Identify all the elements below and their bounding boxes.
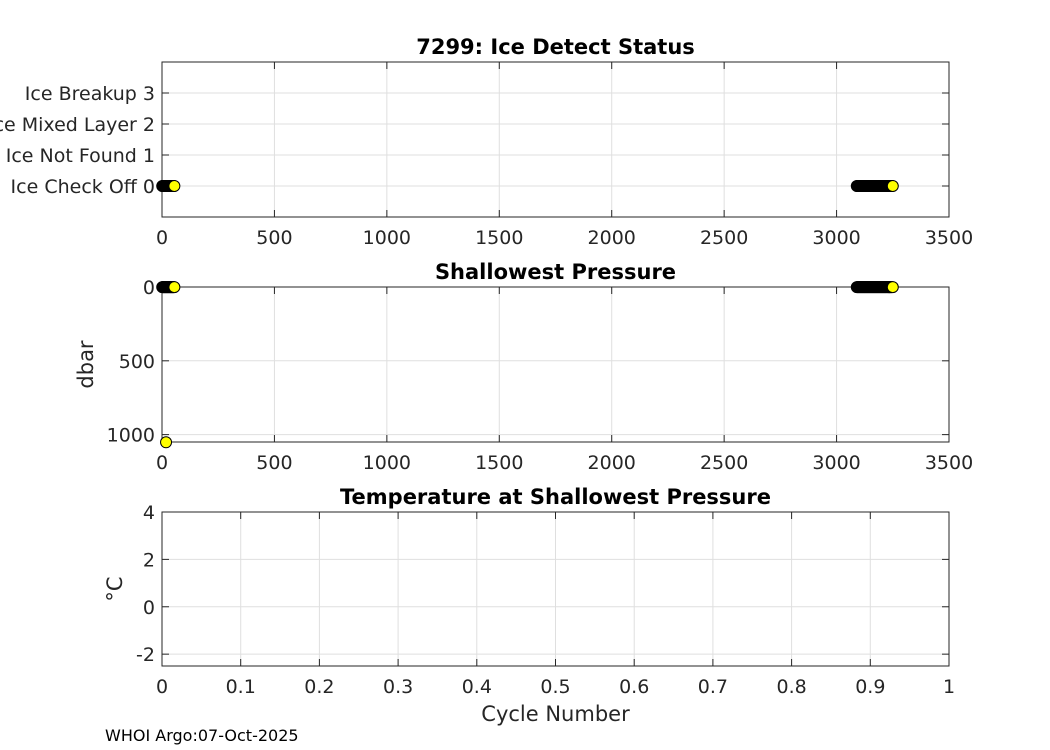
plot-area: [162, 287, 949, 442]
x-tick-label: 3000: [812, 452, 860, 474]
latest-data-point: [886, 281, 899, 294]
x-tick-label: 1000: [363, 452, 411, 474]
latest-data-point: [168, 281, 181, 294]
x-tick-label: 1: [943, 676, 955, 698]
x-tick-label: 3500: [925, 227, 973, 249]
y-tick-label: Ice Mixed Layer 2: [0, 114, 155, 136]
x-tick-label: 0: [156, 227, 168, 249]
chart-title: Temperature at Shallowest Pressure: [340, 485, 771, 509]
y-tick-label: 2: [143, 549, 155, 571]
x-tick-label: 2000: [588, 452, 636, 474]
footer-text: WHOI Argo:07-Oct-2025: [105, 726, 299, 745]
y-axis-label: dbar: [74, 340, 98, 389]
y-axis-label: °C: [103, 576, 127, 601]
x-tick-label: 2500: [700, 452, 748, 474]
latest-data-point: [160, 436, 173, 449]
x-tick-label: 0: [156, 676, 168, 698]
x-tick-label: 0.5: [540, 676, 570, 698]
x-tick-label: 1000: [363, 227, 411, 249]
y-tick-label: 1000: [107, 425, 155, 447]
x-tick-label: 0.8: [776, 676, 806, 698]
chart-title: 7299: Ice Detect Status: [416, 35, 695, 59]
x-tick-label: 0.2: [304, 676, 334, 698]
axes-frame: [161, 61, 950, 218]
x-tick-label: 0.6: [619, 676, 649, 698]
x-tick-label: 1500: [475, 227, 523, 249]
latest-data-point: [168, 180, 181, 192]
x-tick-label: 2500: [700, 227, 748, 249]
axes-frame: [161, 286, 950, 443]
x-tick-label: 500: [256, 227, 292, 249]
x-tick-label: 2000: [588, 227, 636, 249]
x-tick-label: 0.3: [383, 676, 413, 698]
y-tick-label: -2: [136, 644, 155, 666]
y-tick-label: 0: [143, 597, 155, 619]
y-tick-label: 4: [143, 502, 155, 524]
y-tick-label: 500: [119, 351, 155, 373]
y-tick-label: Ice Breakup 3: [25, 83, 155, 105]
x-tick-label: 0.4: [462, 676, 492, 698]
temperature-chart: 0 0.1 0.2 0.3 0.4 0.5 0.6 0.7 0.8 0.9 1-2024Temper…: [103, 485, 955, 726]
plot-area: [162, 62, 949, 217]
x-tick-label: 0.7: [698, 676, 728, 698]
x-tick-label: 0.1: [226, 676, 256, 698]
x-tick-label: 1500: [475, 452, 523, 474]
y-tick-label: Ice Not Found 1: [6, 145, 155, 167]
y-tick-label: Ice Check Off 0: [11, 176, 155, 198]
x-axis-label: Cycle Number: [481, 702, 630, 726]
x-tick-label: 0.9: [855, 676, 885, 698]
shallowest-pressure-chart: 0 500 1000 1500 2000 2500 3000 3500 0 500 1000 Shal…: [74, 260, 973, 474]
latest-data-point: [886, 180, 899, 192]
x-tick-label: 500: [256, 452, 292, 474]
x-tick-label: 0: [156, 452, 168, 474]
ice-detect-status-chart: 0 500 1000 1500 2000 2500 3000 3500 Ice Check Of…: [0, 35, 973, 249]
x-tick-label: 3500: [925, 452, 973, 474]
x-tick-label: 3000: [812, 227, 860, 249]
chart-title: Shallowest Pressure: [435, 260, 676, 284]
y-tick-label: 0: [143, 277, 155, 299]
